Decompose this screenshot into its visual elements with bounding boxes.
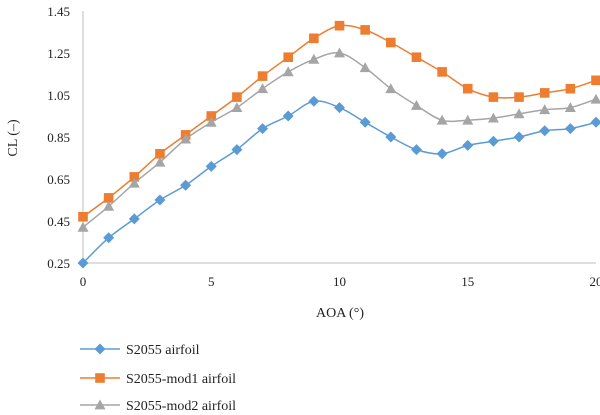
- legend-marker: [94, 343, 106, 355]
- data-point: [77, 221, 89, 232]
- data-point: [436, 114, 448, 125]
- data-point: [231, 144, 243, 156]
- data-point: [155, 149, 165, 159]
- x-axis-label: AOA (°): [316, 306, 364, 321]
- data-point: [257, 71, 268, 81]
- legend-item-2: S2055-mod1 airfoil: [80, 372, 236, 387]
- data-point: [565, 83, 576, 94]
- data-point: [282, 110, 294, 122]
- data-point: [103, 200, 115, 211]
- data-point: [488, 92, 499, 102]
- data-point: [437, 67, 447, 77]
- data-point: [462, 114, 474, 125]
- data-point: [308, 95, 320, 107]
- tick-labels: 0 5 10 15 20 1.45 1.25 1.05 0.85 0.65 0.45 0.25: [47, 4, 600, 289]
- legend-marker: [94, 399, 106, 410]
- data-point: [564, 102, 576, 112]
- legend-label: S2055-mod1 airfoil: [126, 372, 236, 387]
- data-point: [77, 257, 89, 269]
- data-point: [205, 160, 217, 172]
- x-tick-label: 0: [80, 274, 87, 289]
- data-point: [590, 93, 600, 104]
- data-point: [410, 100, 422, 110]
- data-point: [103, 193, 114, 203]
- data-point: [539, 88, 550, 98]
- data-point: [410, 144, 422, 156]
- data-point: [411, 52, 422, 62]
- data-point: [385, 131, 397, 143]
- data-point: [386, 37, 396, 48]
- x-tick-label: 20: [590, 274, 600, 289]
- data-point: [309, 33, 319, 44]
- data-point: [334, 102, 345, 114]
- data-point: [539, 104, 551, 115]
- series-group: [77, 20, 600, 269]
- data-point: [257, 123, 269, 135]
- data-point: [487, 112, 499, 123]
- data-point: [462, 139, 474, 151]
- data-point: [590, 116, 600, 128]
- data-point: [539, 125, 551, 137]
- data-point: [206, 111, 217, 121]
- y-tick-label: 0.85: [47, 130, 70, 145]
- data-point: [154, 194, 166, 206]
- y-tick-label: 0.45: [47, 214, 70, 229]
- legend-label: S2055-mod2 airfoil: [126, 399, 236, 414]
- y-tick-label: 1.45: [47, 4, 70, 19]
- data-point: [360, 25, 370, 35]
- data-point: [514, 92, 524, 102]
- data-point: [103, 232, 115, 244]
- data-point: [129, 172, 140, 182]
- x-tick-label: 5: [208, 274, 215, 289]
- data-point: [180, 179, 192, 191]
- legend-label: S2055 airfoil: [126, 343, 200, 358]
- legend-marker: [95, 373, 105, 383]
- series-line: [82, 100, 597, 264]
- data-point: [359, 116, 371, 128]
- data-point: [78, 212, 88, 222]
- series-1: [77, 95, 600, 269]
- data-point: [231, 102, 243, 112]
- data-point: [513, 131, 525, 143]
- y-tick-label: 0.65: [47, 172, 70, 187]
- y-tick-label: 1.05: [47, 88, 70, 103]
- legend-item-1: S2055 airfoil: [80, 343, 200, 358]
- data-point: [308, 53, 320, 64]
- data-point: [232, 92, 242, 102]
- data-point: [385, 83, 397, 94]
- series-2: [78, 20, 600, 222]
- y-tick-label: 1.25: [47, 46, 70, 61]
- x-tick-label: 15: [461, 274, 474, 289]
- x-tick-label: 10: [333, 274, 346, 289]
- data-point: [436, 148, 448, 160]
- data-point: [128, 177, 140, 188]
- y-tick-label: 0.25: [47, 256, 70, 271]
- data-point: [257, 83, 269, 94]
- data-point: [591, 75, 600, 86]
- legend-item-3: S2055-mod2 airfoil: [80, 399, 236, 414]
- data-point: [487, 135, 499, 147]
- series-3: [77, 47, 600, 232]
- data-point: [282, 66, 294, 77]
- data-point: [128, 213, 140, 225]
- y-axis-label: CL (–): [6, 119, 21, 157]
- legend: S2055 airfoil S2055-mod1 airfoil S2055-mod…: [80, 343, 236, 414]
- data-point: [205, 116, 217, 127]
- data-point: [359, 62, 371, 73]
- data-point: [154, 156, 166, 167]
- data-point: [334, 47, 345, 58]
- data-point: [462, 83, 473, 94]
- data-point: [180, 133, 192, 144]
- data-point: [564, 123, 576, 135]
- data-point: [283, 52, 293, 62]
- data-point: [513, 108, 525, 119]
- data-point: [334, 20, 345, 31]
